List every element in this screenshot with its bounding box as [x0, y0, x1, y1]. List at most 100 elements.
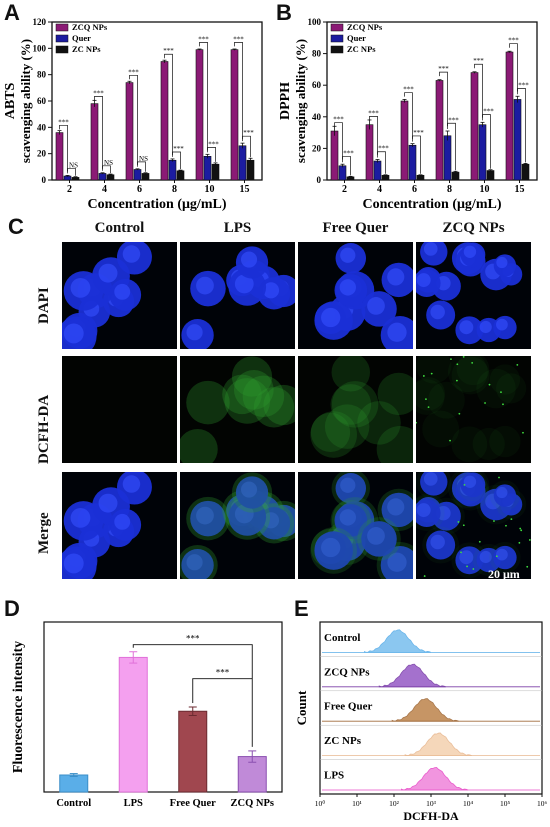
chart-b-bar-quer: [373, 160, 382, 181]
dcfh-speck: [488, 383, 491, 386]
chart-b-bar-zc-nps: [486, 170, 495, 181]
chart-b-sig-label: ***: [448, 116, 459, 124]
dcfh-signal: [416, 376, 446, 411]
chart-a-bar-quer: [168, 159, 177, 181]
chart-a-ytick-label: 120: [33, 17, 47, 27]
chart-a-ytick-label: 60: [37, 96, 47, 106]
scale-bar-label: 20 μm: [488, 567, 520, 581]
chart-a-sig-label: ***: [163, 47, 174, 55]
chart-b-sig-label: ***: [343, 149, 354, 157]
dcfh-signal: [451, 542, 488, 579]
chart-d-xtick-label: Free Quer: [170, 798, 216, 809]
nucleus-highlight: [479, 550, 492, 564]
chart-b-bar-quer: [478, 124, 487, 181]
dcfh-signal: [357, 401, 401, 445]
micrograph-canvas: [180, 356, 295, 463]
dcfh-signal: [180, 429, 218, 463]
chart-b-bracket-1: [404, 92, 413, 142]
dcfh-signal: [331, 356, 371, 392]
nucleus-highlight: [114, 283, 131, 300]
nucleus-highlight: [234, 504, 254, 524]
chart-a-sig-label: NS: [139, 155, 148, 163]
micrograph-background: [298, 356, 413, 463]
chart-d-bar-control: [59, 774, 89, 793]
chart-a-bar-quer: [98, 173, 107, 181]
chart-a-legend-swatch: [55, 23, 69, 32]
chart-b-bar-zc-nps: [521, 163, 530, 181]
chart-b-sig-label: ***: [378, 145, 389, 153]
chart-d-sig-label: ***: [186, 634, 200, 644]
nucleus-highlight: [387, 552, 407, 572]
chart-d-bar-free-quer: [178, 710, 208, 793]
nucleus-highlight: [262, 282, 280, 299]
row-header-merge: Merge: [36, 512, 52, 554]
nucleus-highlight: [63, 553, 84, 574]
dcfh-speck: [449, 439, 451, 442]
chart-a-sig-label: NS: [104, 159, 113, 167]
chart-a-bar-zcq-nps: [125, 82, 134, 181]
chart-a-ytick-label: 80: [37, 70, 47, 80]
dcfh-speck: [500, 391, 502, 394]
chart-b-bar-quer: [408, 144, 417, 181]
chart-e-row-label: Free Quer: [324, 701, 372, 713]
chart-d-xtick-label: LPS: [124, 798, 143, 809]
chart-a-bracket-1: [234, 42, 243, 142]
micrograph-dcfhda-2: [298, 356, 413, 463]
chart-b-legend-label: ZCQ NPs: [347, 22, 383, 32]
chart-b-bracket-2: [377, 151, 386, 174]
chart-a-bar-quer: [203, 156, 212, 181]
chart-e-xtick-label: 10⁶: [537, 799, 548, 808]
dcfh-speck: [462, 356, 465, 358]
dcfh-signal: [416, 472, 452, 500]
nucleus-highlight: [387, 268, 405, 286]
dcfh-signal: [377, 488, 413, 532]
chart-b-bracket-2: [482, 114, 491, 169]
chart-d-bracket-1: [132, 644, 253, 747]
chart-e-row-label: ZC NPs: [324, 735, 362, 747]
dcfh-signal: [310, 412, 351, 453]
dcfh-signal: [489, 480, 521, 511]
chart-b-ylabel-line1: DPPH: [278, 82, 293, 120]
chart-a-sig-label: ***: [233, 35, 244, 43]
chart-a-sig-label: ***: [58, 118, 69, 126]
dcfh-signal: [222, 374, 262, 415]
dcfh-speck: [427, 406, 430, 409]
chart-d-xtick-label: Control: [56, 798, 91, 809]
dcfh-speck: [526, 565, 529, 568]
panel-label-b: B: [276, 0, 292, 25]
chart-d-ylabel: Fluorescence intensity: [11, 641, 26, 773]
chart-a-bracket-2: [67, 168, 76, 176]
chart-a-bar-zc-nps: [141, 173, 150, 181]
nucleus-highlight: [196, 276, 214, 295]
chart-a-ytick-label: 20: [37, 149, 47, 159]
chart-e-histogram-zc-nps: [404, 732, 472, 756]
micrograph-canvas: [180, 472, 295, 579]
nucleus-highlight: [186, 324, 203, 341]
chart-b-bracket-2: [447, 122, 456, 171]
chart-a-sig-label: ***: [198, 35, 209, 43]
chart-e-histogram-zcq-nps: [378, 663, 446, 688]
micrograph-canvas: [298, 242, 413, 349]
chart-b-bar-zcq-nps: [505, 51, 514, 181]
micrograph-canvas: [62, 242, 177, 349]
dcfh-speck: [456, 379, 458, 382]
chart-b-ytick-label: 0: [317, 175, 322, 185]
chart-a-xtick-label: 8: [172, 184, 177, 195]
dcfh-speck: [528, 539, 531, 541]
dcfh-speck: [518, 541, 521, 544]
micrograph-dapi-3: [416, 242, 531, 349]
dcfh-signal: [231, 472, 273, 513]
chart-b-sig-label: ***: [368, 109, 379, 117]
nucleus-highlight: [186, 554, 203, 571]
dcfh-speck: [493, 520, 495, 522]
chart-e-row-label: ZCQ NPs: [324, 666, 370, 678]
chart-b-ytick-label: 40: [312, 112, 322, 122]
dcfh-speck: [457, 521, 460, 523]
nucleus-highlight: [416, 273, 431, 288]
chart-a-xtick-label: 15: [240, 184, 250, 195]
dcfh-signal: [376, 425, 413, 463]
nucleus-highlight: [262, 512, 280, 529]
chart-b-ytick-label: 20: [312, 143, 322, 153]
chart-a-abts: 0 20 40 60 80 100 120 2 *** NS 4 *** NS 6 *** NS 8 *** ***…: [3, 17, 263, 212]
nucleus-highlight: [423, 242, 438, 256]
